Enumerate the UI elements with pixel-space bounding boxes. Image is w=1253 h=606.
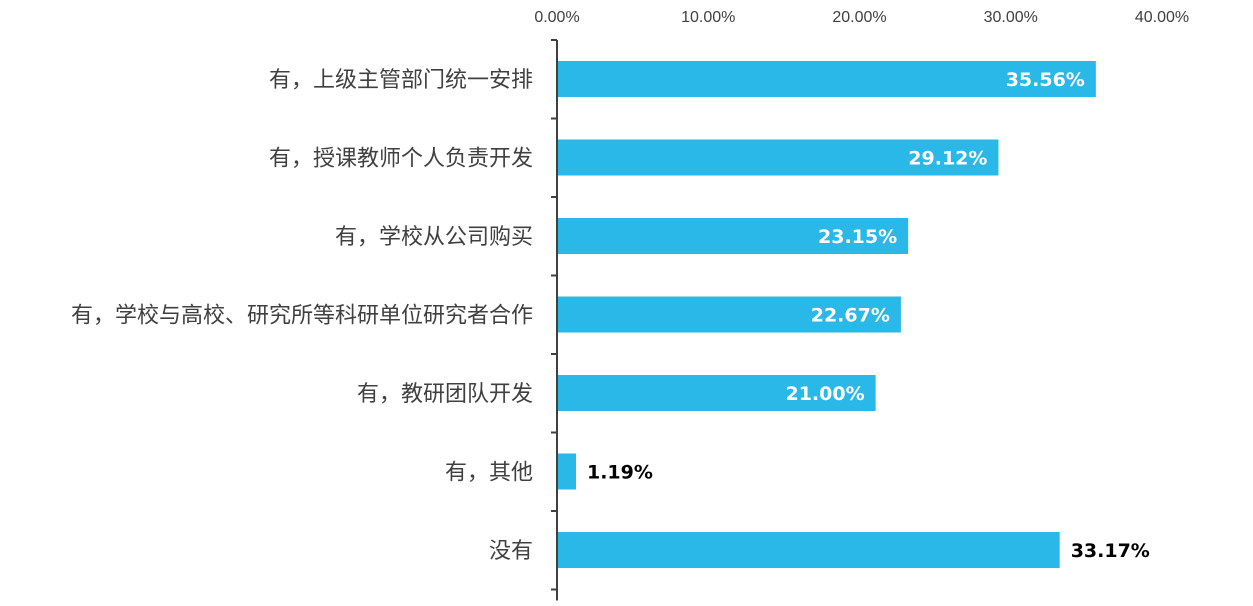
bar xyxy=(558,218,909,254)
category-label: 有，学校从公司购买 xyxy=(335,225,533,250)
data-label: 23.15% xyxy=(818,226,897,248)
data-label: 33.17% xyxy=(1071,540,1150,562)
bar xyxy=(558,139,999,176)
x-axis-ticks: 0.00% 10.00% 20.00% 30.00% 40.00% xyxy=(534,9,1189,26)
bar xyxy=(558,375,876,411)
category-label: 没有 xyxy=(489,539,533,564)
y-axis-ticks xyxy=(551,39,557,591)
data-label: 1.19% xyxy=(587,462,653,484)
x-tick-label: 20.00% xyxy=(832,9,886,26)
category-label: 有，上级主管部门统一安排 xyxy=(269,68,533,93)
bars xyxy=(558,61,1096,568)
x-tick-label: 30.00% xyxy=(984,9,1038,26)
category-label: 有，教研团队开发 xyxy=(357,382,533,407)
data-label: 29.12% xyxy=(908,148,987,170)
x-tick-label: 0.00% xyxy=(534,9,579,26)
x-tick-label: 40.00% xyxy=(1135,9,1189,26)
category-labels: 有，上级主管部门统一安排有，授课教师个人负责开发有，学校从公司购买有，学校与高校… xyxy=(71,68,533,564)
bar xyxy=(558,61,1096,97)
x-tick-label: 10.00% xyxy=(681,9,735,26)
bar xyxy=(558,296,901,333)
category-label: 有，授课教师个人负责开发 xyxy=(269,147,533,172)
bar xyxy=(558,453,576,490)
category-label: 有，其他 xyxy=(445,461,533,486)
bar xyxy=(558,532,1060,568)
data-label: 35.56% xyxy=(1006,69,1085,91)
data-label: 21.00% xyxy=(785,383,864,405)
value-labels: 35.56% 29.12% 23.15% 22.67% 21.00% 1.19% 33.17… xyxy=(587,69,1150,562)
category-label: 有，学校与高校、研究所等科研单位研究者合作 xyxy=(71,304,533,329)
data-label: 22.67% xyxy=(811,305,890,327)
